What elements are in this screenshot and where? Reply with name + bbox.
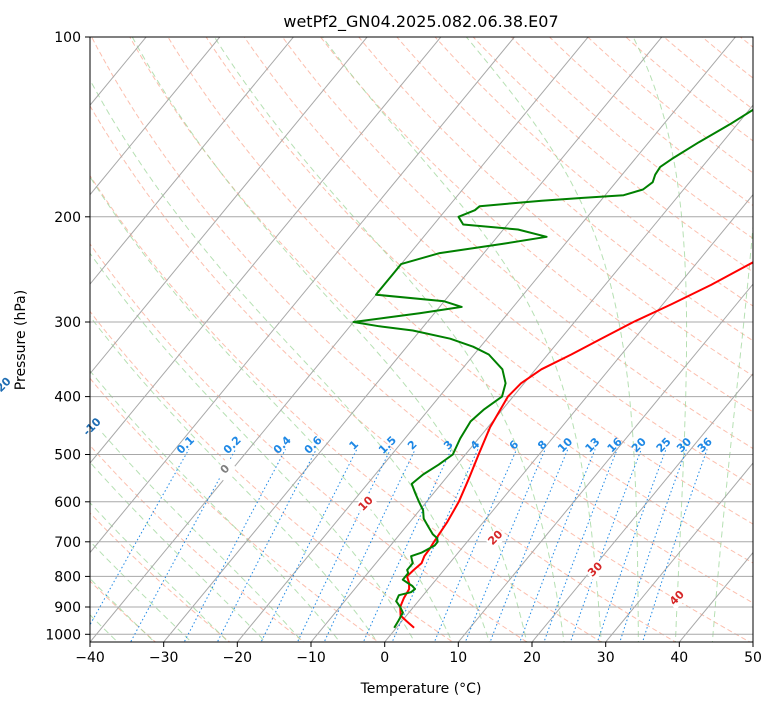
mixing-ratio-line [296,449,391,642]
isotherm-line [90,37,516,554]
profile-series-line [399,261,753,629]
x-tick-label: 50 [744,650,762,666]
profile-series-line [352,108,753,629]
moist-adiabat-line [213,37,565,642]
moist-adiabat-line [90,540,193,642]
mixing-ratio-line [464,449,546,642]
moist-adiabat-line [321,37,602,642]
moist-adiabat-line [711,220,753,642]
label-background [79,414,106,440]
mixing-ratio-line [183,449,286,642]
profile-lines [352,108,753,629]
y-tick-label: 500 [54,448,81,464]
mixing-ratio-line [619,449,687,642]
dry-adiabat-line [90,104,677,642]
moist-adiabat-line [90,417,304,642]
y-tick-label: 200 [54,210,81,226]
label-background [665,586,689,610]
isotherm-line [163,37,663,642]
isotherm-line [384,193,753,642]
y-tick-label: 800 [54,569,81,585]
x-tick-label: −20 [223,650,253,666]
moist-adiabat-line [90,78,490,642]
isotherm-line [90,37,442,464]
mixing-ratio-line [543,449,618,642]
dry-adiabat-line [90,444,305,642]
dry-adiabat-line [548,37,753,207]
isotherm-line [457,283,753,642]
x-tick-label: 40 [670,650,688,666]
y-tick-label: 600 [54,495,81,511]
moist-adiabat-line [90,577,156,642]
isotherm-line [90,37,589,642]
mixing-ratio-line [596,449,667,642]
moist-adiabat-line [90,502,229,642]
label-background [0,373,16,400]
dry-adiabat-line [586,37,753,174]
x-tick-label: −30 [149,650,179,666]
axis-ticks: −40 −30 −20 −10 0 10 20 30 40 50 1000 900 800 700 600 5… [45,30,762,666]
isotherm-line [90,37,221,196]
y-tick-label: 100 [54,30,81,46]
dry-adiabat-line [90,310,454,642]
moist-adiabat-line [90,315,378,642]
y-tick-label: 400 [54,390,81,406]
y-tick-label: 1000 [45,627,81,643]
x-tick-label: 10 [449,650,467,666]
chart-title: wetPf2_GN04.2025.082.06.38.E07 [283,12,558,32]
dry-adiabat-line [129,37,753,604]
isotherm-line [236,37,737,642]
isotherm-line [605,462,753,642]
label-background [484,526,508,550]
mixing-ratio-line [642,449,708,642]
moist-adiabat-line [90,369,341,642]
label-background [584,558,607,582]
label-background [354,492,378,516]
plot-frame [89,36,754,643]
x-tick-label: −40 [75,650,105,666]
dry-adiabat-line [90,174,603,642]
x-tick-label: 30 [597,650,615,666]
dry-adiabat-line [434,37,753,307]
isotherm-line [90,37,295,285]
y-tick-label: 700 [54,535,81,551]
x-tick-label: −10 [296,650,326,666]
x-tick-label: 20 [523,650,541,666]
dry-adiabat-line [167,37,753,564]
isotherm-line [90,37,368,375]
x-axis-label: Temperature (°C) [360,681,482,697]
mixing-ratio-line [216,449,317,642]
background-lines [90,37,753,642]
y-axis-label: Pressure (hPa) [13,290,29,390]
mixing-ratio-line [489,449,569,642]
moist-adiabat-line [131,37,528,642]
dry-adiabat-line [90,512,231,642]
isotherm-line [531,372,753,642]
mixing-ratio-line [323,449,416,642]
mixing-ratio-line [519,449,596,642]
x-tick-label: 0 [380,650,389,666]
y-tick-label: 300 [54,315,81,331]
label-background [214,458,237,481]
moist-adiabat-line [90,461,266,642]
dry-adiabat-line [243,37,753,487]
plot-background [90,37,753,642]
dry-adiabat-line [396,37,753,342]
y-tick-label: 900 [54,600,81,616]
dry-adiabat-line [90,377,380,642]
mixing-ratio-line [569,449,642,642]
moist-adiabat-line [465,37,639,642]
dry-adiabat-line [91,37,751,642]
mixing-ratio-line [260,449,358,642]
moist-adiabat-line [90,252,416,642]
isotherm-line [310,104,753,642]
